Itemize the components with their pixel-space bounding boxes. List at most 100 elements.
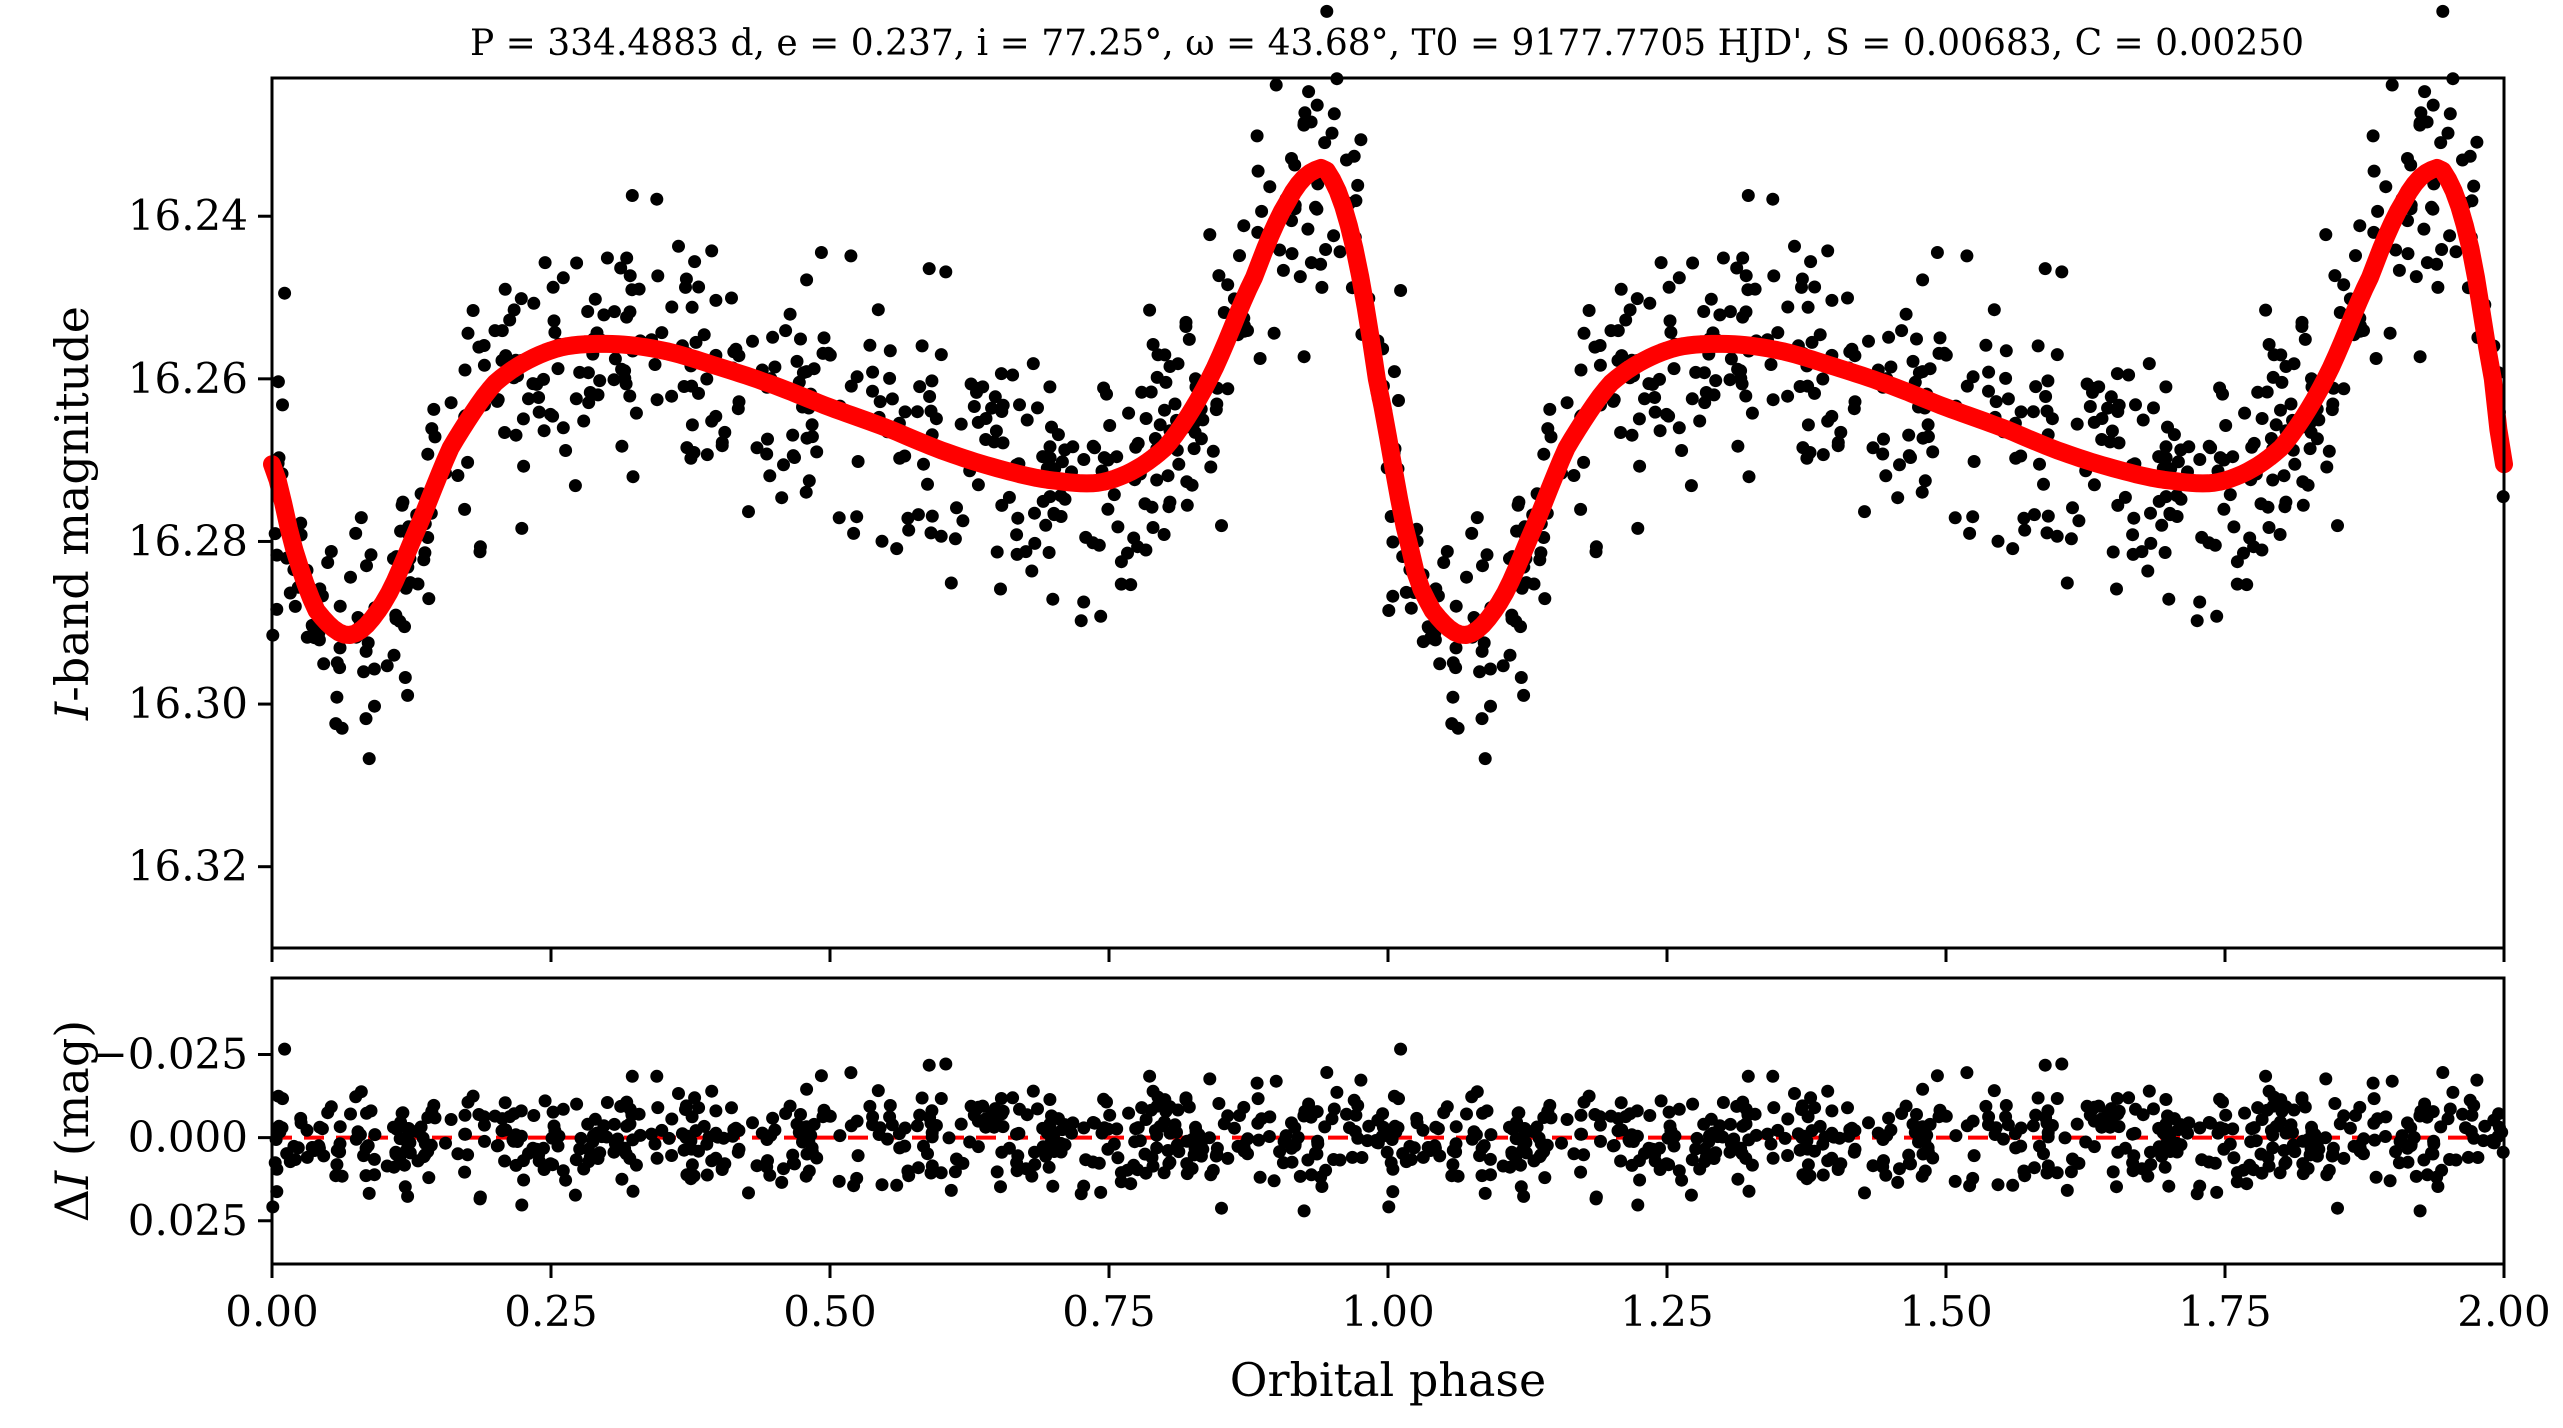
observation-points [266,4,2510,766]
observation-point [1615,349,1629,363]
residual-point [1172,1145,1186,1159]
observation-point [1101,502,1115,516]
residual-point [2029,1108,2043,1122]
observation-point [1730,261,1744,275]
observation-point [1648,391,1662,404]
observation-point [1574,363,1588,377]
observation-point [2441,126,2455,140]
observation-point [939,265,953,279]
observation-point [2045,412,2059,426]
residual-point [1574,1165,1588,1179]
residual-point [1159,1104,1173,1118]
residual-point [1121,1163,1134,1177]
observation-point [1122,406,1136,420]
residual-point [1996,1132,2010,1146]
residual-point [2337,1151,2351,1165]
residual-point [1921,1145,1935,1159]
observation-point [786,428,800,442]
residual-point [800,1082,814,1096]
observation-point [507,303,521,317]
residual-point [1138,1147,1152,1161]
residual-point [1386,1185,1400,1199]
residual-point [2349,1109,2362,1122]
observation-point [1221,278,1235,292]
residual-point [910,1119,924,1133]
observation-point [650,192,664,206]
residual-point [276,1092,289,1106]
residual-point [863,1099,877,1113]
residual-point [2319,1072,2333,1086]
residual-point [2031,1091,2045,1105]
observation-point [472,340,486,354]
observation-point [1315,280,1329,294]
observation-point [1893,458,1906,472]
observation-point [330,690,344,704]
observation-point [1320,4,1334,18]
residual-point [883,1099,897,1112]
observation-point [2193,595,2207,609]
residual-point [1594,1134,1607,1148]
observation-point [2371,204,2385,218]
residual-point [1314,1170,1328,1184]
observation-point [1146,338,1160,351]
residual-point [390,1122,403,1136]
residual-point [1094,1185,1108,1199]
residual-points [266,1042,2510,1218]
residual-point [1930,1069,1944,1083]
observation-point [1347,149,1361,163]
residual-point [626,1184,640,1198]
observation-point [1478,752,1492,766]
residual-point [1654,1094,1668,1108]
residual-point [1180,1167,1194,1181]
x-tick-label: 1.75 [2178,1287,2272,1336]
residual-point [1716,1096,1730,1109]
observation-point [1813,328,1827,342]
observation-point [1212,269,1226,283]
observation-point [349,526,363,540]
residual-point [844,1119,858,1133]
residual-point [1503,1160,1517,1174]
residual-point [1675,1173,1689,1187]
observation-point [2106,545,2120,559]
observation-point [979,433,993,446]
residual-point [1560,1113,1574,1126]
observation-point [1314,257,1328,271]
residual-point [2247,1121,2261,1135]
residual-point [1517,1189,1531,1203]
observation-point [1127,531,1141,545]
observation-point [517,459,531,473]
observation-point [1699,386,1713,399]
observation-point [1028,506,1041,520]
observation-point [2006,542,2020,556]
observation-point [2050,529,2064,543]
observation-point [2409,270,2423,284]
residual-point [1795,1099,1809,1113]
residual-point [1210,1141,1224,1155]
observation-point [1404,601,1418,615]
residual-point [2441,1112,2455,1126]
observation-point [672,239,685,253]
residual-point [333,1137,347,1151]
observation-point [890,542,904,556]
observation-point [1654,256,1668,270]
residual-point [990,1165,1004,1179]
observation-point [2392,263,2406,277]
observation-point [1614,426,1628,439]
residual-point [495,1112,509,1126]
observation-point [1742,470,1756,484]
observation-point [2162,592,2176,606]
residual-point [1297,1204,1311,1218]
observation-point [1180,498,1194,512]
observation-point [1251,164,1265,178]
observation-point [2159,380,2173,394]
residual-point [422,1171,436,1185]
observation-point [359,644,373,658]
residual-point [1795,1131,1809,1145]
residual-point [1473,1149,1487,1163]
residual-point [1923,1117,1937,1131]
residual-point [538,1094,552,1108]
residual-point [1689,1142,1703,1156]
observation-point [2243,531,2257,545]
residual-point [2106,1165,2120,1179]
residual-point [2304,1142,2318,1156]
